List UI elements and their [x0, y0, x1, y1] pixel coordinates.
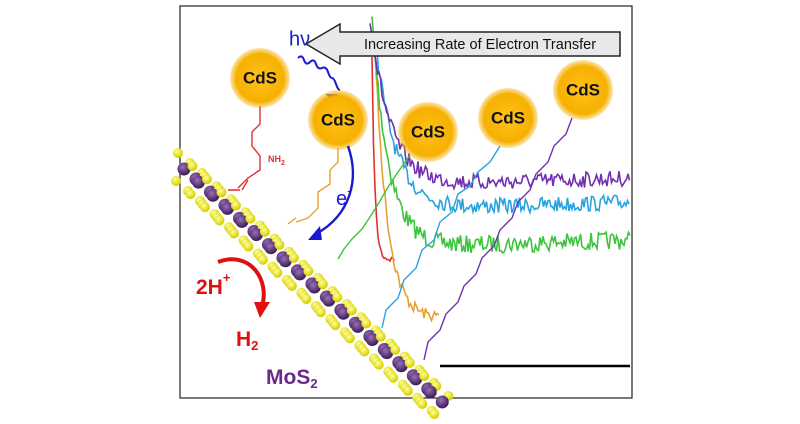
sulfur-atom [260, 227, 270, 237]
sulfur-atom [243, 242, 253, 252]
material-label: MoS2 [266, 366, 318, 392]
sulfur-atom [200, 202, 210, 212]
sulfur-atom [417, 399, 427, 409]
sulfur-atom [390, 345, 400, 355]
sulfur-atom [388, 373, 398, 383]
sulfur-atom [274, 240, 284, 250]
sulfur-atom [287, 281, 297, 291]
sulfur-atom [272, 268, 282, 278]
photon-label: hν [289, 28, 310, 50]
electron-sup: - [347, 183, 351, 198]
sulfur-atom [332, 292, 342, 302]
molybdenum-atom [436, 395, 449, 408]
sulfur-atom [303, 266, 313, 276]
sulfur-atom [405, 358, 415, 368]
material-text: MoS [266, 366, 310, 389]
sulfur-atom [347, 305, 357, 315]
amine-text: NH [268, 154, 281, 164]
sulfur-atom [214, 215, 224, 225]
sulfur-atom [374, 360, 384, 370]
cds-label: CdS [243, 68, 277, 87]
sulfur-atom [345, 333, 355, 343]
proton-text: 2H [196, 276, 223, 299]
hydrogen-text: H [236, 328, 251, 351]
sulfur-atom [245, 214, 255, 224]
sulfur-atom [359, 346, 369, 356]
cds-label: CdS [491, 108, 525, 127]
sulfur-atom [202, 174, 212, 184]
banner-text: Increasing Rate of Electron Transfer [364, 37, 596, 53]
sulfur-atom [173, 148, 183, 158]
sulfur-atom [216, 187, 226, 197]
sulfur-atom [361, 318, 371, 328]
sulfur-atom [187, 161, 197, 171]
sulfur-atom [316, 307, 326, 317]
cds-label: CdS [411, 122, 445, 141]
sulfur-atom [419, 371, 429, 381]
proton-sup: + [223, 270, 231, 285]
sulfur-atom [318, 279, 328, 289]
material-sub: 2 [310, 376, 317, 391]
sulfur-atom [403, 386, 413, 396]
sulfur-atom [171, 176, 181, 186]
sulfur-atom [301, 294, 311, 304]
sulfur-atom [429, 409, 439, 419]
sulfur-atom [229, 228, 239, 238]
sulfur-atom [185, 189, 195, 199]
sulfur-atom [376, 332, 386, 342]
amine-sub: 2 [281, 160, 285, 167]
cds-label: CdS [321, 110, 355, 129]
sulfur-atom [258, 255, 268, 265]
electron-text: e [336, 188, 347, 210]
cds-label: CdS [566, 80, 600, 99]
sulfur-atom [231, 200, 241, 210]
molybdenum-atom [424, 385, 437, 398]
sulfur-atom [289, 253, 299, 263]
hydrogen-sub: 2 [251, 338, 258, 353]
sulfur-atom [330, 320, 340, 330]
